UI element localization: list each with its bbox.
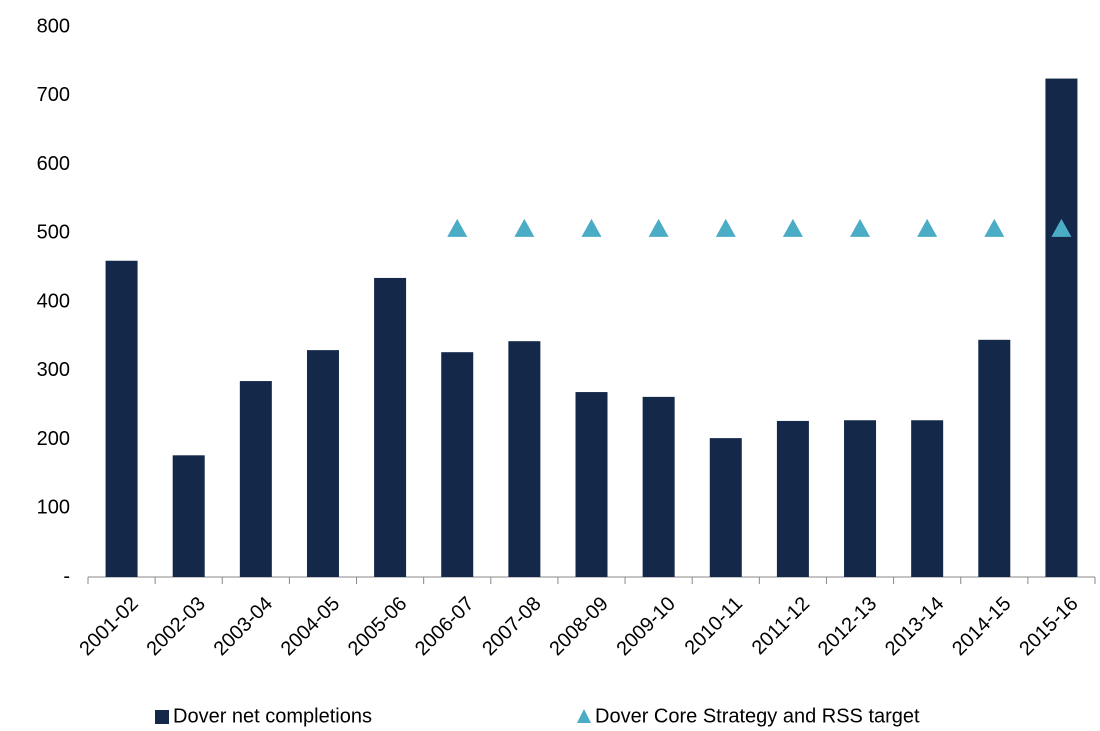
x-tick-label: 2004-05 <box>277 593 344 660</box>
y-tick-label: - <box>63 565 70 587</box>
target-marker <box>917 218 938 237</box>
target-marker <box>984 218 1005 237</box>
target-marker <box>850 218 871 237</box>
target-marker <box>581 218 602 237</box>
y-tick-label: 500 <box>37 222 70 244</box>
x-tick-label: 2008-09 <box>545 593 612 660</box>
y-tick-label: 700 <box>37 84 70 106</box>
bar <box>105 260 138 577</box>
x-tick-label: 2015-16 <box>1015 593 1082 660</box>
bar <box>508 341 541 577</box>
x-tick-label: 2002-03 <box>143 593 210 660</box>
x-tick-label: 2012-13 <box>814 593 881 660</box>
bar <box>441 352 474 577</box>
bar <box>306 350 339 577</box>
x-tick-label: 2007-08 <box>478 593 545 660</box>
y-tick-label: 400 <box>37 290 70 312</box>
y-tick-label: 100 <box>37 497 70 519</box>
bar <box>911 420 944 577</box>
target-marker <box>648 218 669 237</box>
bar <box>776 420 809 577</box>
legend-label: Dover Core Strategy and RSS target <box>595 705 920 727</box>
y-tick-label: 800 <box>37 15 70 37</box>
x-tick-label: 2010-11 <box>681 593 747 659</box>
x-tick-label: 2013-14 <box>881 593 948 660</box>
bar <box>844 420 877 577</box>
x-tick-label: 2009-10 <box>612 593 679 660</box>
bar <box>374 277 407 577</box>
bar <box>1045 78 1078 577</box>
bar <box>172 455 205 577</box>
target-marker <box>782 218 803 237</box>
bar <box>978 339 1011 577</box>
x-tick-label: 2011-12 <box>748 593 814 659</box>
legend-label: Dover net completions <box>173 705 372 727</box>
y-tick-label: 300 <box>37 359 70 381</box>
x-tick-label: 2001-02 <box>75 593 142 660</box>
x-tick-label: 2006-07 <box>411 593 478 660</box>
y-tick-label: 200 <box>37 428 70 450</box>
target-marker <box>1051 218 1072 237</box>
target-marker <box>514 218 535 237</box>
bar <box>575 392 608 577</box>
x-tick-label: 2005-06 <box>344 593 411 660</box>
y-tick-label: 600 <box>37 153 70 175</box>
bar <box>239 381 272 577</box>
target-marker <box>715 218 736 237</box>
legend-swatch <box>577 709 591 723</box>
bar <box>642 396 675 577</box>
bar <box>709 438 742 577</box>
target-marker <box>447 218 468 237</box>
x-tick-label: 2003-04 <box>210 593 277 660</box>
x-tick-label: 2014-15 <box>948 593 1015 660</box>
legend-swatch <box>155 710 169 724</box>
